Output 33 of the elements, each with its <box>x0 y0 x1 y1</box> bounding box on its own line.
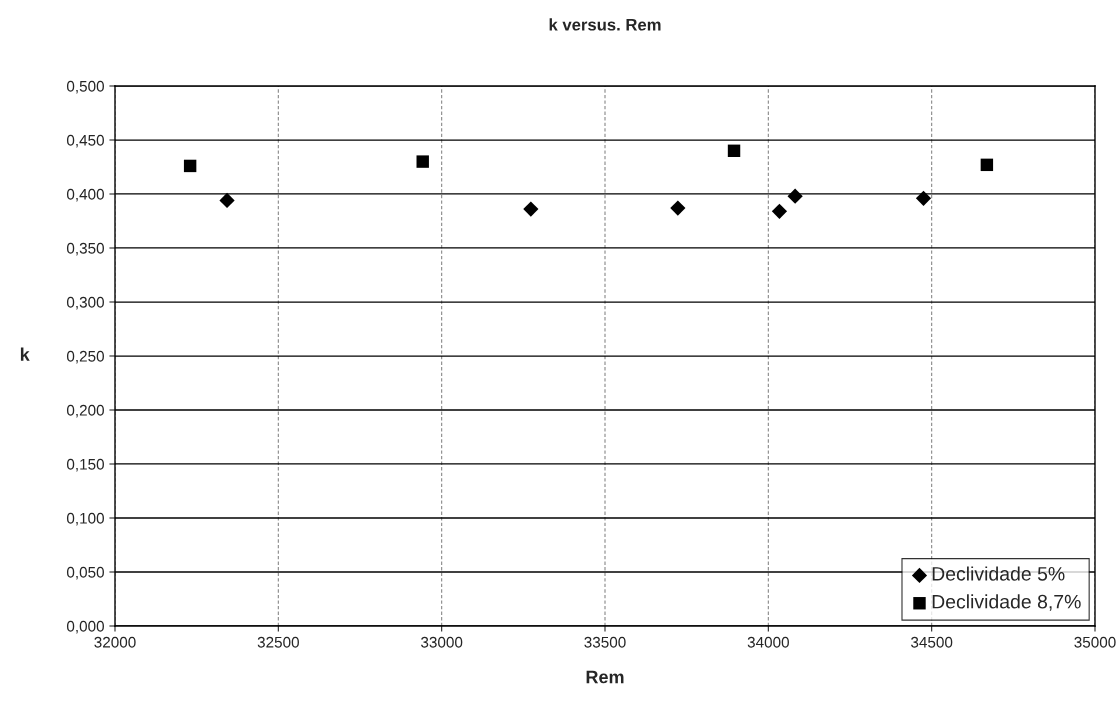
y-tick-label: 0,150 <box>66 458 104 472</box>
x-tick-label: 33500 <box>584 636 626 648</box>
x-tick-label: 34000 <box>747 636 789 648</box>
x-tick-label: 35000 <box>1074 636 1116 648</box>
y-axis-title: k <box>20 347 30 361</box>
x-tick-label: 34500 <box>911 636 953 648</box>
point <box>523 201 539 217</box>
point <box>915 190 932 206</box>
y-tick-label: 0,400 <box>66 188 104 202</box>
y-tick-label: 0,300 <box>66 296 104 310</box>
chart-title: k versus. Rem <box>549 18 661 31</box>
y-tick-label: 0,000 <box>66 620 104 634</box>
point <box>416 155 429 168</box>
point <box>670 200 686 216</box>
x-axis-title: Rem <box>586 670 624 684</box>
y-tick-label: 0,500 <box>66 80 104 94</box>
point <box>727 144 741 158</box>
y-tick-label: 0,350 <box>66 242 104 256</box>
point <box>219 192 235 209</box>
point <box>771 203 788 219</box>
x-tick-label: 32000 <box>94 636 136 648</box>
y-tick-label: 0,250 <box>66 350 104 364</box>
point <box>980 158 994 172</box>
legend-label: Declividade 8,7% <box>932 594 1081 611</box>
x-tick-label: 33000 <box>421 636 463 648</box>
legend-label: Declividade 5% <box>932 566 1065 581</box>
y-tick-label: 0,100 <box>66 512 104 526</box>
y-tick-label: 0,200 <box>66 404 104 418</box>
y-tick-label: 0,450 <box>66 134 104 148</box>
y-tick-label: 0,050 <box>66 566 104 580</box>
point <box>787 188 803 204</box>
point <box>183 159 197 173</box>
x-tick-label: 32500 <box>257 636 299 648</box>
